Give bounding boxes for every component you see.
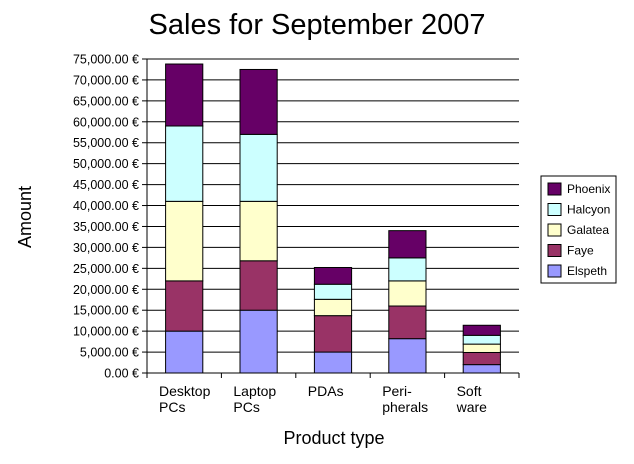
legend-label-elspeth: Elspeth: [567, 264, 607, 278]
bar-segment-phoenix: [239, 68, 278, 135]
y-tick-label: 70,000.00 €: [73, 73, 139, 87]
x-tick-label: ware: [456, 399, 488, 415]
x-axis-label: Product type: [283, 428, 384, 448]
legend-label-galatea: Galatea: [567, 223, 609, 237]
y-tick-label: 20,000.00 €: [73, 283, 139, 297]
bar-segment-halcyon: [165, 125, 204, 202]
bar-segment-phoenix: [165, 63, 204, 127]
x-tick-label: Laptop: [233, 383, 276, 399]
legend-swatch-galatea: [547, 223, 562, 237]
y-tick-label: 40,000.00 €: [73, 199, 139, 213]
y-tick-label: 50,000.00 €: [73, 157, 139, 171]
y-tick-label: 10,000.00 €: [73, 325, 139, 339]
legend-swatch-elspeth: [547, 264, 562, 278]
bar-segment-elspeth: [165, 330, 204, 374]
bar-segment-halcyon: [388, 257, 427, 282]
bar-segment-phoenix: [462, 324, 501, 336]
legend-label-halcyon: Halcyon: [567, 203, 610, 217]
bar-segment-phoenix: [313, 266, 353, 285]
y-tick-label: 5,000.00 €: [80, 346, 139, 360]
axes: 0.00 € 5,000.00 € 10,000.00 € 15,000.00 € 20…: [73, 53, 520, 415]
y-tick-label: 35,000.00 €: [73, 220, 139, 234]
bar-segment-faye: [388, 305, 427, 340]
y-tick-label: 55,000.00 €: [73, 136, 139, 150]
bar-segment-elspeth: [388, 338, 427, 374]
x-tick-label: PCs: [159, 399, 185, 415]
y-tick-label: 75,000.00 €: [73, 53, 139, 67]
y-tick-label: 30,000.00 €: [73, 241, 139, 255]
bar-segment-elspeth: [313, 351, 353, 374]
bars: [165, 63, 501, 374]
x-tick-label: Soft: [457, 383, 482, 399]
y-tick-label: 60,000.00 €: [73, 115, 139, 129]
y-axis-label: Amount: [15, 186, 35, 248]
bar-segment-galatea: [388, 280, 427, 307]
x-tick-label: pherals: [382, 399, 428, 415]
bar-segment-faye: [239, 260, 278, 311]
bar-segment-galatea: [313, 298, 353, 317]
bar-segment-galatea: [239, 200, 278, 262]
bar-segment-faye: [165, 280, 204, 332]
bar-segment-phoenix: [388, 230, 427, 259]
bar-segment-faye: [462, 351, 501, 366]
legend-swatch-phoenix: [547, 182, 562, 196]
x-tick-label: Peri-: [382, 383, 412, 399]
y-tick-label: 45,000.00 €: [73, 178, 139, 192]
y-tick-label: 65,000.00 €: [73, 94, 139, 108]
bar-segment-galatea: [165, 200, 204, 282]
legend-label-faye: Faye: [567, 244, 594, 258]
bar-segment-halcyon: [462, 334, 501, 345]
chart-title: Sales for September 2007: [149, 9, 486, 41]
y-tick-label: 0.00 €: [104, 367, 139, 381]
bar-segment-elspeth: [462, 364, 501, 374]
x-tick-label: PDAs: [308, 383, 344, 399]
legend-swatch-faye: [547, 244, 562, 257]
y-tick-label: 25,000.00 €: [73, 262, 139, 276]
bar-segment-faye: [313, 315, 353, 353]
y-tick-label: 15,000.00 €: [73, 304, 139, 318]
legend-label-phoenix: Phoenix: [567, 182, 610, 196]
x-tick-label: PCs: [233, 399, 259, 415]
bar-segment-galatea: [462, 343, 501, 353]
legend: Phoenix Halcyon Galatea Faye Elspeth: [540, 175, 617, 284]
bar-segment-halcyon: [313, 283, 353, 300]
legend-swatch-halcyon: [547, 203, 562, 216]
x-tick-label: Desktop: [159, 383, 211, 399]
bar-segment-elspeth: [239, 309, 278, 374]
bar-segment-halcyon: [239, 133, 278, 202]
